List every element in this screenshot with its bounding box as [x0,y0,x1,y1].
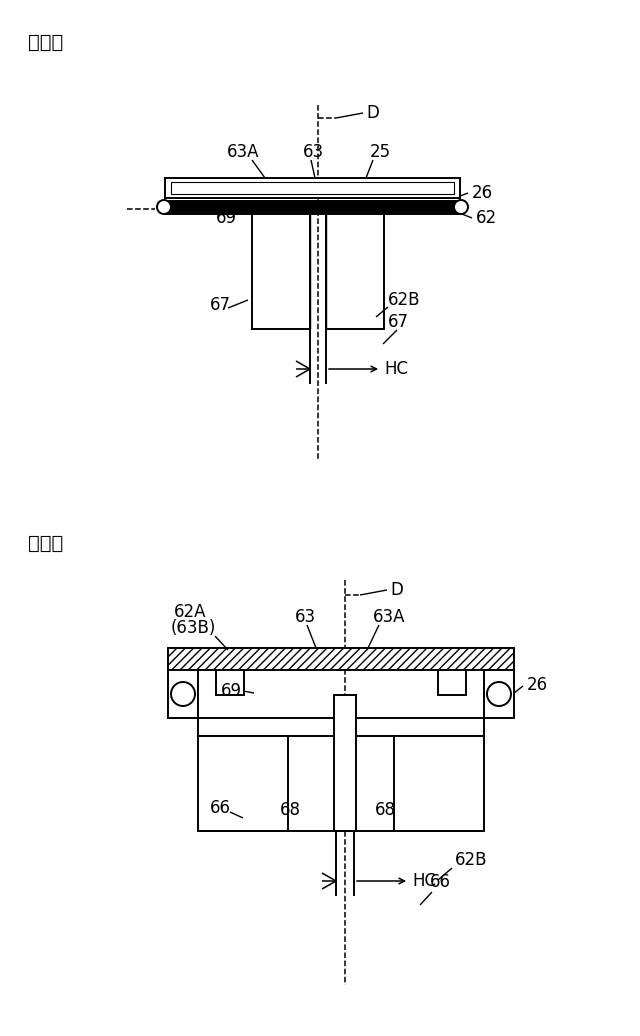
Text: 69: 69 [221,682,242,700]
Bar [326,214,384,329]
Text: 63A: 63A [227,143,259,161]
Bar [171,182,454,194]
Bar [216,670,244,695]
Text: HC: HC [412,872,436,890]
Bar [198,718,484,736]
Circle shape [171,682,195,706]
Bar [168,648,514,670]
Text: 26: 26 [472,184,493,202]
Bar [394,736,484,831]
Bar [168,670,198,718]
Text: 62B: 62B [388,291,420,309]
Bar [165,201,460,214]
Bar [252,214,310,329]
Text: 62B: 62B [455,851,488,869]
Text: 63: 63 [303,143,324,161]
Text: 67: 67 [388,313,409,330]
Text: D: D [390,581,403,599]
Text: 67: 67 [210,296,231,314]
Bar [438,670,466,695]
Text: 66: 66 [430,873,451,891]
Bar [334,695,356,831]
Text: 66: 66 [210,799,231,817]
Text: 63A: 63A [373,608,406,626]
Circle shape [454,200,468,214]
Circle shape [487,682,511,706]
Text: 62A: 62A [174,603,207,621]
Bar [484,670,514,718]
Text: (63B): (63B) [171,618,216,637]
Text: （ｂ）: （ｂ） [28,534,63,552]
Text: 63: 63 [295,608,316,626]
Text: 68: 68 [280,801,301,819]
Bar [165,178,460,198]
Text: 25: 25 [370,143,391,161]
Text: （ａ）: （ａ） [28,32,63,52]
Text: 69: 69 [216,209,237,227]
Text: 62: 62 [476,209,497,227]
Circle shape [157,200,171,214]
Text: HC: HC [384,359,408,378]
Text: 26: 26 [527,677,548,694]
Bar [198,736,288,831]
Text: D: D [366,104,379,122]
Text: 68: 68 [375,801,396,819]
